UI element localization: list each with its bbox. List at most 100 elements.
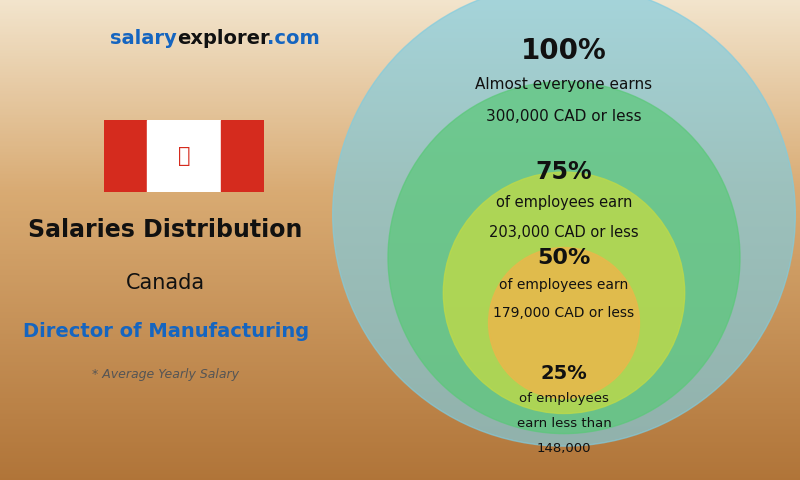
Bar — [0, 189, 800, 191]
Bar — [0, 354, 800, 355]
Bar — [0, 29, 800, 30]
Bar — [0, 86, 800, 88]
Bar — [0, 48, 800, 49]
Bar — [0, 277, 800, 278]
Text: 148,000: 148,000 — [537, 442, 591, 455]
Bar — [0, 360, 800, 361]
Bar — [0, 445, 800, 446]
Bar — [0, 413, 800, 414]
Bar — [0, 365, 800, 366]
Bar — [0, 162, 800, 163]
Bar — [0, 438, 800, 440]
Bar — [146, 120, 222, 192]
Text: 100%: 100% — [521, 37, 607, 65]
Bar — [0, 202, 800, 203]
Bar — [0, 133, 800, 134]
Bar — [0, 246, 800, 248]
Bar — [0, 395, 800, 397]
Bar — [0, 21, 800, 23]
Bar — [0, 366, 800, 368]
Bar — [0, 134, 800, 136]
Bar — [0, 237, 800, 239]
Bar — [0, 235, 800, 237]
Bar — [0, 128, 800, 130]
Bar — [0, 131, 800, 133]
Bar — [0, 469, 800, 470]
Bar — [0, 245, 800, 246]
Bar — [0, 112, 800, 114]
Bar — [0, 312, 800, 313]
Bar — [0, 19, 800, 21]
Bar — [0, 275, 800, 277]
Bar — [0, 69, 800, 71]
Bar — [0, 470, 800, 472]
Circle shape — [388, 82, 740, 433]
Text: of employees: of employees — [519, 392, 609, 405]
Bar — [0, 34, 800, 35]
Bar — [0, 466, 800, 467]
Bar — [0, 193, 800, 195]
Bar — [0, 192, 800, 193]
Bar — [0, 83, 800, 85]
Bar — [0, 154, 800, 155]
Text: 25%: 25% — [541, 364, 587, 383]
Bar — [0, 309, 800, 311]
Bar — [0, 440, 800, 442]
Bar — [0, 256, 800, 258]
Bar — [0, 30, 800, 32]
Bar — [0, 213, 800, 215]
Bar — [0, 437, 800, 438]
Bar — [0, 24, 800, 25]
Bar — [0, 253, 800, 254]
Bar — [0, 464, 800, 466]
Bar — [0, 451, 800, 453]
Text: 203,000 CAD or less: 203,000 CAD or less — [489, 225, 639, 240]
Bar — [0, 287, 800, 288]
Text: Salaries Distribution: Salaries Distribution — [29, 218, 302, 242]
Bar — [0, 6, 800, 8]
Bar — [0, 294, 800, 296]
Bar — [0, 104, 800, 106]
Bar — [0, 232, 800, 234]
Bar — [0, 298, 800, 299]
Bar — [0, 97, 800, 99]
Text: explorer: explorer — [177, 29, 270, 48]
Bar — [0, 475, 800, 477]
Bar — [0, 270, 800, 272]
Bar — [0, 56, 800, 58]
Bar — [0, 381, 800, 383]
Bar — [0, 99, 800, 101]
Bar — [0, 304, 800, 306]
Bar — [0, 18, 800, 19]
Bar — [0, 182, 800, 184]
Bar — [0, 126, 800, 128]
Bar — [0, 274, 800, 275]
Bar — [0, 203, 800, 205]
Bar — [0, 370, 800, 371]
Bar — [0, 136, 800, 138]
Bar — [0, 272, 800, 274]
Bar — [0, 90, 800, 91]
Bar — [0, 178, 800, 179]
Bar — [0, 293, 800, 294]
Bar — [0, 448, 800, 450]
Bar — [0, 219, 800, 221]
Bar — [0, 163, 800, 165]
Bar — [0, 78, 800, 80]
Bar — [0, 150, 800, 152]
Bar — [0, 145, 800, 147]
Bar — [0, 248, 800, 250]
Circle shape — [443, 172, 685, 413]
Bar — [0, 215, 800, 216]
Bar — [0, 167, 800, 168]
Bar — [0, 149, 800, 150]
Bar — [0, 45, 800, 47]
Bar — [0, 400, 800, 402]
Bar — [0, 450, 800, 451]
Bar — [0, 416, 800, 418]
Bar — [0, 168, 800, 169]
Bar — [0, 102, 800, 104]
Bar — [0, 152, 800, 154]
Text: salary: salary — [110, 29, 177, 48]
Bar — [0, 77, 800, 78]
